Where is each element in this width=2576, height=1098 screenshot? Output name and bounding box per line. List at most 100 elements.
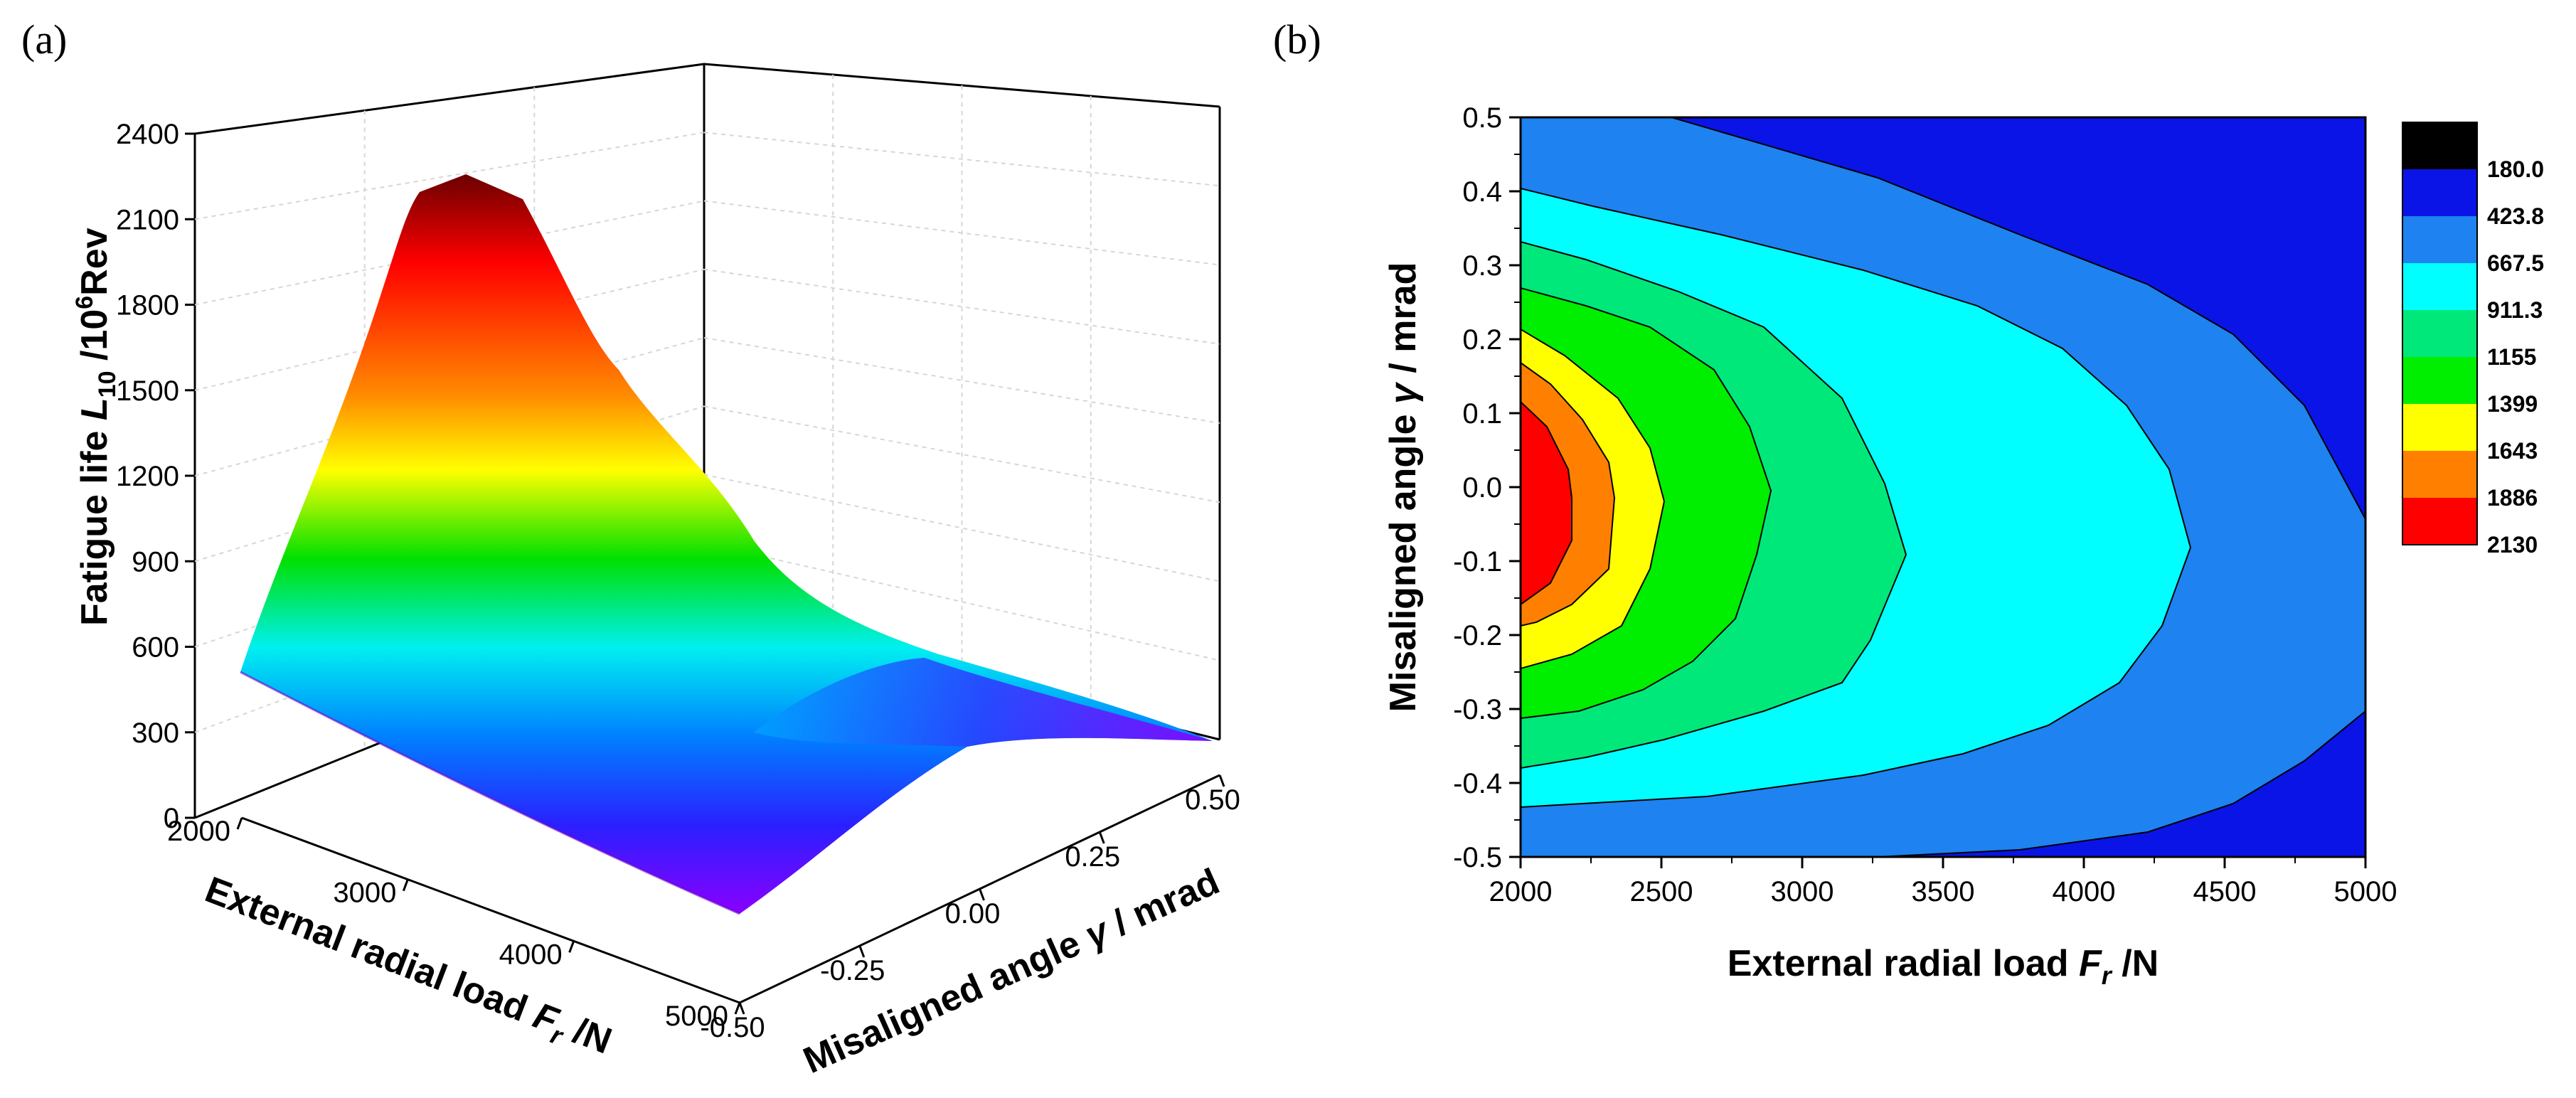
colorbar-label: 1399 — [2487, 391, 2538, 417]
contour-line-1643 — [1521, 362, 1616, 627]
y-tick-label: -0.25 — [820, 955, 885, 986]
panel-b-label: (b) — [1273, 16, 1321, 63]
colorbar-swatch — [2402, 357, 2477, 404]
x-axis-line — [241, 816, 740, 1004]
contour-line-upper-423 — [1671, 117, 2365, 520]
z-tick-label: 900 — [132, 546, 179, 577]
colorbar-swatch — [2402, 216, 2477, 263]
y-tick-label: 0.25 — [1065, 841, 1120, 873]
colorbar-label: 2130 — [2487, 532, 2538, 558]
contour-x-tick-label: 3000 — [1771, 876, 1834, 907]
colorbar-swatch — [2402, 122, 2477, 169]
contour-y-tick-label: -0.3 — [1453, 694, 1502, 725]
z-tick-label: 600 — [132, 632, 179, 663]
contour-line-1399 — [1521, 329, 1666, 669]
colorbar-label: 667.5 — [2487, 250, 2544, 276]
colorbar-label: 911.3 — [2487, 297, 2543, 323]
z-gridline-right — [703, 132, 1220, 187]
z-tick-label: 0 — [164, 803, 179, 834]
panel-b-contour-plot: (b) 2000 2500 3000 3500 4000 4500 5000 — [1273, 16, 2544, 990]
z-gridline-right — [703, 337, 1220, 424]
colorbar-swatch — [2402, 169, 2477, 216]
z-tick-label: 2400 — [116, 119, 179, 150]
contour-y-tick-label: -0.4 — [1453, 768, 1502, 799]
colorbar-swatch — [2402, 310, 2477, 357]
x-tick-label: 3000 — [333, 878, 396, 909]
contour-y-tick-label: 0.0 — [1462, 472, 1502, 503]
z-tick-label: 300 — [132, 718, 179, 749]
colorbar-label: 1886 — [2487, 485, 2538, 511]
y-tick-mark — [738, 1002, 745, 1015]
contour-y-tick-label: 0.5 — [1462, 102, 1502, 134]
y-tick-label: 0.50 — [1185, 784, 1240, 816]
colorbar-swatch — [2402, 263, 2477, 310]
contour-y-axis-label: Misaligned angle γ / mrad — [1383, 262, 1424, 713]
colorbar-swatch — [2402, 404, 2477, 451]
panel-a-surface-plot: (a) 0 300 600 900 1200 1500 1800 2100 2400 2000 3… — [21, 16, 1240, 1082]
y-tick-mark — [1218, 774, 1225, 787]
panel-a-label: (a) — [21, 16, 67, 63]
contour-y-tick-label: 0.4 — [1462, 176, 1502, 208]
contour-y-tick-label: -0.5 — [1453, 842, 1502, 873]
colorbar-label: 1155 — [2487, 344, 2536, 370]
y-axis-ticks: -0.50 -0.25 0.00 0.25 0.50 — [700, 774, 1240, 1043]
z-gridline-right — [703, 542, 1220, 661]
contour-line-1155 — [1521, 287, 1772, 719]
colorbar-label: 423.8 — [2487, 203, 2544, 229]
contour-line-667 — [1521, 188, 2192, 808]
x-tick-mark — [236, 817, 243, 830]
surface-front-edge — [240, 671, 740, 915]
contour-y-tick-label: -0.1 — [1453, 546, 1502, 577]
y-tick-mark — [979, 888, 985, 901]
contour-y-ticks: 0.5 0.4 0.3 0.2 0.1 0.0 -0.1 -0.2 -0.3 -0.4 -0.5 — [1453, 102, 1521, 873]
contour-y-tick-label: 0.2 — [1462, 324, 1502, 356]
x-tick-label: 4000 — [499, 939, 563, 970]
contour-y-tick-label: 0.1 — [1462, 398, 1502, 430]
y-tick-label: 0.00 — [945, 898, 1001, 929]
contour-line-911 — [1521, 241, 1907, 769]
surface-main — [240, 174, 1213, 914]
contour-y-tick-label: -0.2 — [1453, 620, 1502, 651]
contour-fill — [1521, 117, 2365, 857]
contour-lines — [1521, 117, 2365, 857]
colorbar-swatch — [2402, 498, 2477, 545]
y-tick-label: -0.50 — [700, 1012, 765, 1043]
x-tick-mark — [568, 940, 575, 953]
contour-x-tick-label: 5000 — [2334, 876, 2397, 907]
surface — [240, 174, 1213, 915]
back-top-edge — [194, 63, 1220, 135]
x-tick-label: 2000 — [167, 816, 230, 847]
contour-x-tick-label: 2500 — [1630, 876, 1693, 907]
contour-x-tick-label: 4000 — [2053, 876, 2116, 907]
contour-band-2130 — [1521, 402, 1572, 604]
contour-x-tick-label: 4500 — [2193, 876, 2257, 907]
z-gridline-left — [194, 268, 705, 391]
colorbar: 180.0 423.8 667.5 911.3 1155 1399 1643 1886 2130 — [2402, 122, 2544, 558]
colorbar-label: 180.0 — [2487, 156, 2544, 182]
x-tick-label: 5000 — [665, 1001, 728, 1032]
z-gridline-right — [703, 474, 1220, 582]
contour-x-tick-label: 2000 — [1489, 876, 1553, 907]
contour-x-axis-label: External radial load Fr /N — [1728, 943, 2159, 990]
contour-x-ticks: 2000 2500 3000 3500 4000 4500 5000 — [1489, 857, 2397, 907]
z-axis-label: Fatigue life L10 /106Rev — [71, 228, 121, 626]
x-axis-ticks: 2000 3000 4000 5000 — [167, 816, 741, 1032]
x-tick-mark — [402, 879, 409, 892]
colorbar-label: 1643 — [2487, 438, 2538, 464]
z-tick-label: 2100 — [116, 204, 179, 235]
z-tick-label: 1200 — [116, 461, 179, 492]
z-tick-label: 1500 — [116, 375, 179, 407]
y-tick-mark — [1098, 831, 1105, 844]
y-tick-mark — [858, 945, 866, 958]
colorbar-frame — [2402, 122, 2478, 545]
surface-right-tail — [754, 658, 1213, 747]
contour-line-1886 — [1521, 401, 1572, 605]
z-axis-ticks: 0 300 600 900 1200 1500 1800 2100 2400 — [116, 119, 195, 834]
z-gridline-left — [194, 132, 705, 220]
x-tick-mark — [734, 1002, 741, 1015]
colorbar-swatch — [2402, 451, 2477, 498]
contour-line-lower-423 — [1877, 710, 2365, 857]
z-gridline-right — [703, 268, 1220, 345]
contour-x-tick-label: 3500 — [1912, 876, 1975, 907]
